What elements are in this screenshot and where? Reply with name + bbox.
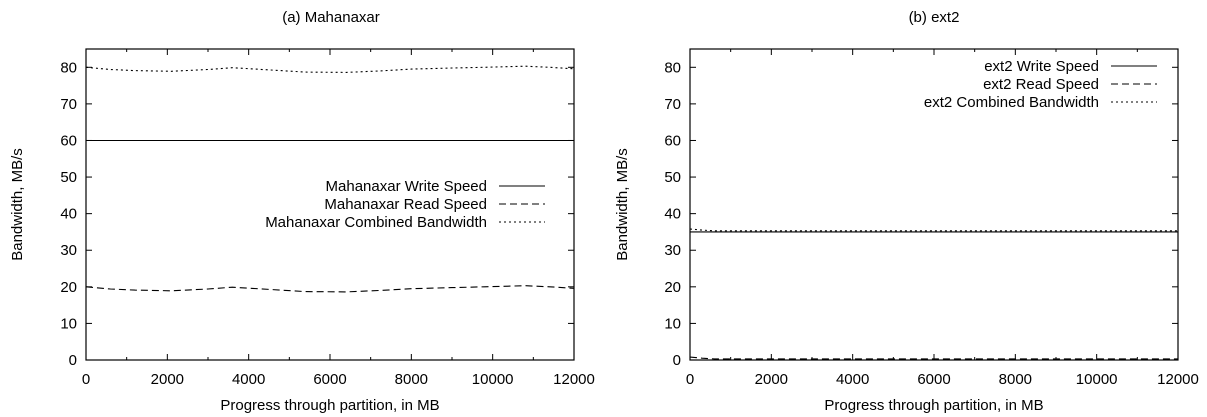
x-axis-label: Progress through partition, in MB xyxy=(824,397,1043,414)
y-tick-label: 60 xyxy=(664,132,681,149)
panel-ext2: (b) ext2 0 2000 4000 6000 8000 10000 12000 0 10 20… xyxy=(614,9,1199,414)
series-line-dotted xyxy=(85,65,575,73)
y-tick-label: 50 xyxy=(60,169,77,186)
chart-title: (b) ext2 xyxy=(909,9,960,26)
y-tick-label: 30 xyxy=(60,242,77,259)
y-tick-label: 20 xyxy=(60,279,77,296)
x-tick-label: 4000 xyxy=(232,371,265,388)
y-tick-label: 0 xyxy=(69,352,77,369)
series-line-dashed xyxy=(689,356,1178,360)
y-tick-label: 70 xyxy=(60,96,77,113)
x-axis-label: Progress through partition, in MB xyxy=(220,397,439,414)
series-line-dashed xyxy=(85,285,575,293)
x-tick-label: 10000 xyxy=(1076,371,1118,388)
y-tick-label: 40 xyxy=(664,206,681,223)
y-tick-label: 70 xyxy=(664,96,681,113)
legend-label: ext2 Write Speed xyxy=(984,58,1099,75)
series-line-dotted xyxy=(689,228,1178,232)
x-tick-label: 4000 xyxy=(836,371,869,388)
y-tick-label: 0 xyxy=(673,352,681,369)
legend-label: ext2 Read Speed xyxy=(983,76,1099,93)
panel-mahanaxar: (a) Mahanaxar 0 2000 4000 6000 8000 10000 12000… xyxy=(9,9,595,414)
legend-label: ext2 Combined Bandwidth xyxy=(924,94,1099,111)
y-tick-label: 40 xyxy=(60,206,77,223)
y-tick-label: 80 xyxy=(60,59,77,76)
y-tick-label: 60 xyxy=(60,132,77,149)
y-tick-label: 30 xyxy=(664,242,681,259)
x-tick-label: 10000 xyxy=(472,371,514,388)
y-tick-label: 10 xyxy=(60,315,77,332)
x-tick-label: 2000 xyxy=(151,371,184,388)
x-tick-label: 8000 xyxy=(999,371,1032,388)
y-tick-label: 80 xyxy=(664,59,681,76)
y-tick-label: 20 xyxy=(664,279,681,296)
x-tick-label: 0 xyxy=(82,371,90,388)
x-tick-label: 12000 xyxy=(553,371,595,388)
legend-label: Mahanaxar Write Speed xyxy=(326,178,487,195)
x-tick-label: 0 xyxy=(686,371,694,388)
y-axis-label: Bandwidth, MB/s xyxy=(614,148,631,261)
x-tick-label: 6000 xyxy=(313,371,346,388)
chart-title: (a) Mahanaxar xyxy=(282,9,380,26)
x-tick-label: 2000 xyxy=(755,371,788,388)
legend-label: Mahanaxar Read Speed xyxy=(324,196,487,213)
legend-label: Mahanaxar Combined Bandwidth xyxy=(265,214,487,231)
y-tick-label: 50 xyxy=(664,169,681,186)
x-tick-label: 8000 xyxy=(395,371,428,388)
y-axis-label: Bandwidth, MB/s xyxy=(9,148,26,261)
y-tick-label: 10 xyxy=(664,315,681,332)
x-tick-label: 6000 xyxy=(917,371,950,388)
x-tick-label: 12000 xyxy=(1157,371,1199,388)
